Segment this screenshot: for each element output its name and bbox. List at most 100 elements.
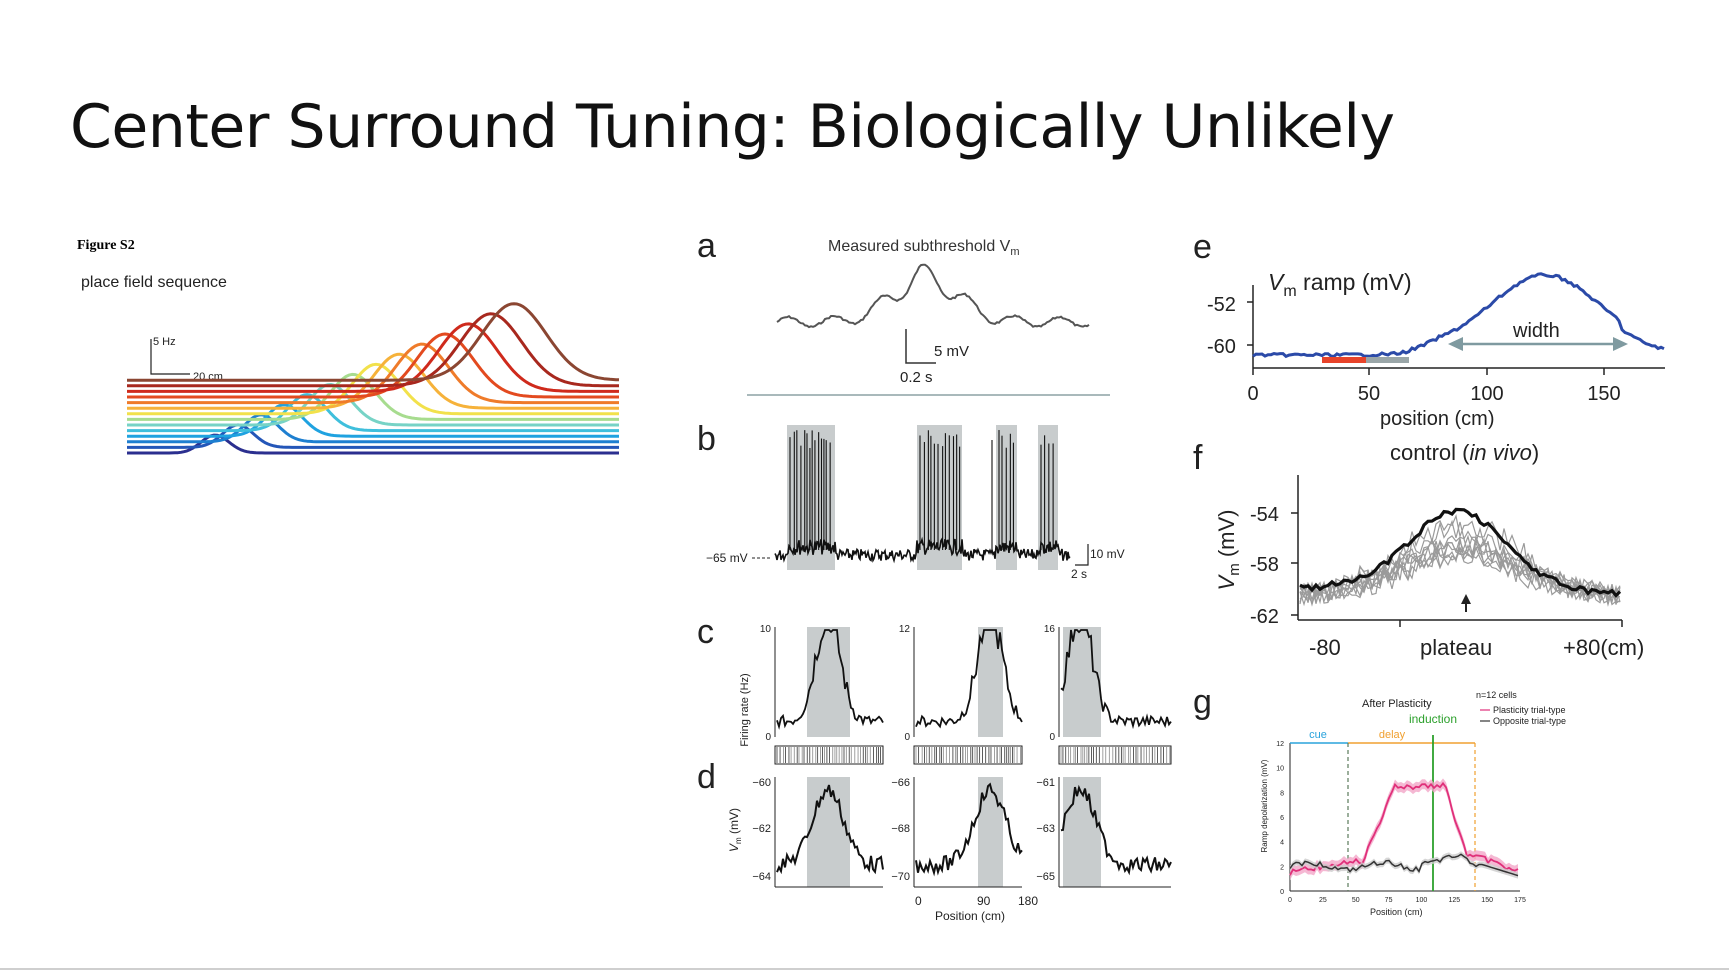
panel-d: d Vm (mV) −60−62−64−66−68−70−61−63−65 0 …	[697, 758, 1172, 923]
width-arrow-left	[1448, 337, 1463, 351]
panel-f-xtick-1: plateau	[1420, 635, 1492, 660]
d-ytick: −64	[752, 871, 771, 883]
width-label: width	[1512, 320, 1560, 342]
panel-b-scale-bar	[1075, 544, 1089, 566]
panel-c-letter: c	[697, 613, 714, 651]
panel-e-ytick-1: -60	[1207, 336, 1236, 358]
d-ytick: −65	[1036, 871, 1055, 883]
c-ybottom: 0	[765, 732, 771, 743]
plateau-arrow-head	[1461, 594, 1471, 604]
average-trace	[1299, 507, 1622, 598]
panel-f-letter: f	[1193, 439, 1203, 477]
tuning-curve	[127, 383, 619, 427]
plasticity-plot: 0 2 4 6 8 10 12 0 25 50 75 100 125 150 175 cue delayindu…	[1276, 712, 1526, 904]
g-ytick: 8	[1280, 790, 1284, 797]
g-xtick: 150	[1481, 897, 1493, 904]
plateau-shade	[1063, 627, 1101, 737]
control-traces	[1299, 507, 1622, 607]
c-ytop: 12	[899, 624, 911, 635]
figure-label: Figure S2	[77, 238, 135, 253]
panel-f: f control (in vivo) Vm (mV) -54 -58 -62 …	[1193, 439, 1644, 660]
panel-e-letter: e	[1193, 228, 1212, 266]
tuning-curve	[127, 352, 619, 410]
c-ytop: 10	[760, 624, 772, 635]
tuning-curves	[127, 302, 620, 455]
subthreshold-trace	[776, 263, 1090, 329]
tuning-curve	[127, 312, 619, 388]
tuning-curve	[127, 372, 619, 421]
g-xtick: 25	[1319, 897, 1327, 904]
g-ytick: 6	[1280, 815, 1284, 822]
panel-g: g After Plasticity n=12 cells Plasticity…	[1193, 683, 1566, 917]
vm-trace	[776, 784, 884, 875]
panel-e-ytick-0: -52	[1207, 294, 1236, 316]
panel-d-ylabel: Vm (mV)	[727, 808, 743, 852]
panel-e-xlabel: position (cm)	[1380, 408, 1494, 430]
d-ytick: −60	[752, 777, 771, 789]
g-xtick: 0	[1288, 897, 1292, 904]
panel-d-xtick-0: 0	[915, 894, 922, 908]
vm-position-plots: −60 −62 −64 −66 −68 −70 −61 −63 −65	[752, 777, 1172, 888]
panel-e-title: Vm ramp (mV)	[1268, 269, 1412, 300]
firing-rate-plots: 10 0 12 0 16 0	[760, 624, 1172, 765]
d-ytick: −68	[891, 823, 910, 835]
g-ytick: 4	[1280, 840, 1284, 847]
d-ytick: −66	[891, 777, 910, 789]
panel-a-scale-t: 0.2 s	[900, 369, 933, 386]
slide-title: Center Surround Tuning: Biologically Unl…	[70, 92, 1395, 162]
panel-a: a Measured subthreshold Vm 5 mV 0.2 s	[697, 227, 1110, 396]
panel-g-legend-2: Opposite trial-type	[1493, 716, 1566, 726]
g-ytick: 0	[1280, 889, 1284, 896]
g-xtick: 75	[1385, 897, 1393, 904]
g-xtick: 125	[1448, 897, 1460, 904]
c-ybottom: 0	[1049, 732, 1055, 743]
panel-b-letter: b	[697, 420, 716, 458]
g-ytick: 12	[1276, 741, 1284, 748]
panel-f-ytick-1: -58	[1250, 554, 1279, 576]
induction-label: induction	[1409, 712, 1457, 726]
tuning-curve	[127, 302, 620, 382]
scale-bar	[150, 339, 190, 375]
cue-label: cue	[1309, 729, 1327, 741]
c-ybottom: 0	[904, 732, 910, 743]
panel-e: e Vm ramp (mV) -52 -60 0 50 100 150 positio…	[1193, 228, 1665, 430]
panel-b-scale-v: 10 mV	[1090, 547, 1125, 561]
panel-a-scale-v: 5 mV	[934, 343, 969, 360]
vm-trace	[1060, 784, 1172, 876]
delay-label: delay	[1379, 729, 1406, 741]
panel-f-ylabel: Vm (mV)	[1214, 510, 1243, 591]
g-xtick: 50	[1352, 897, 1360, 904]
d-ytick: −63	[1036, 823, 1055, 835]
panel-g-legend-1: Plasticity trial-type	[1493, 705, 1566, 715]
panel-d-letter: d	[697, 758, 716, 796]
opposite-trace	[1289, 853, 1519, 877]
panel-b-scale-t: 2 s	[1071, 567, 1087, 581]
tuning-curve	[127, 393, 619, 433]
left-figure: Figure S2 place field sequence 5 Hz 20 c…	[77, 238, 620, 455]
tuning-curve	[127, 413, 619, 444]
panel-b-baseline-label: −65 mV	[706, 551, 748, 565]
tuning-curve	[127, 332, 619, 399]
g-xtick: 100	[1416, 897, 1428, 904]
figure-subtitle: place field sequence	[81, 274, 227, 291]
width-arrow-right	[1613, 337, 1628, 351]
c-ytop: 16	[1044, 624, 1056, 635]
panel-f-xtick-2: +80(cm)	[1563, 635, 1644, 660]
g-xtick: 175	[1514, 897, 1526, 904]
scale-y-label: 5 Hz	[153, 336, 176, 348]
e-xtick-label: 50	[1358, 383, 1380, 405]
tuning-curve	[127, 403, 619, 438]
firing-rate-trace	[776, 629, 884, 730]
trial-trace	[1299, 538, 1621, 605]
panel-f-ytick-0: -54	[1250, 504, 1279, 526]
panel-f-ytick-2: -62	[1250, 606, 1279, 628]
firing-rate-trace	[915, 629, 1023, 729]
panel-g-xlabel: Position (cm)	[1370, 907, 1423, 917]
g-ytick: 10	[1276, 766, 1284, 773]
panel-d-xtick-1: 90	[977, 894, 991, 908]
firing-rate-trace	[1060, 629, 1172, 730]
spike-trace	[774, 430, 1071, 564]
panel-c-ylabel: Firing rate (Hz)	[739, 673, 751, 746]
panel-d-xlabel: Position (cm)	[935, 909, 1005, 923]
